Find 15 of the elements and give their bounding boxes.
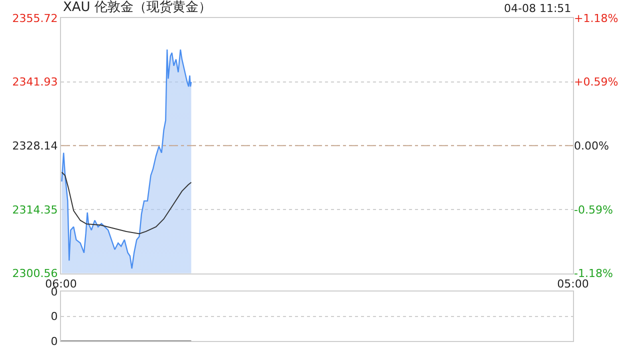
y2-tick-label: 0.00%: [574, 140, 609, 152]
y-tick-label: 2300.56: [12, 267, 58, 280]
y-tick-label: 2328.14: [12, 140, 58, 152]
y2-tick-label: -0.59%: [574, 203, 613, 216]
y2-tick-label: -1.18%: [574, 267, 613, 280]
text: 04-08 11:51: [504, 2, 572, 15]
y-tick-label: 2314.35: [12, 203, 58, 216]
y-tick-label: 0: [50, 334, 58, 348]
y-tick-label: 0: [50, 310, 58, 324]
y2-tick-label: +1.18%: [574, 12, 618, 25]
x-tick-label: 05:00: [557, 278, 589, 291]
y-tick-label: 2355.72: [12, 12, 58, 25]
chart-title: XAU 伦敦金（现货黄金）: [63, 0, 212, 15]
y-tick-label: 2341.93: [12, 76, 58, 89]
y2-tick-label: +0.59%: [574, 76, 618, 89]
